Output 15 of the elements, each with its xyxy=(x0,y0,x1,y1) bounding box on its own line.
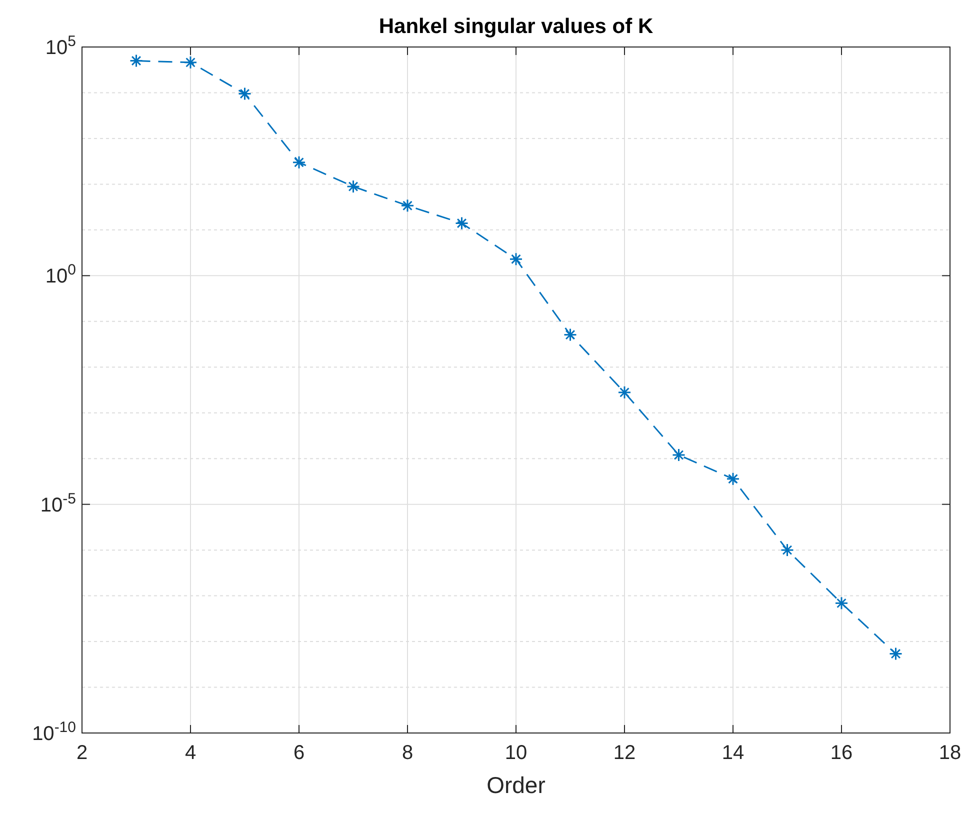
chart-title: Hankel singular values of K xyxy=(378,15,654,38)
x-tick-label: 8 xyxy=(402,742,414,764)
y-tick-label: 10$^{5}$ xyxy=(45,32,76,59)
y-tick-label: 10$^{-10}$ xyxy=(32,718,76,745)
x-axis-title: Order xyxy=(486,772,546,798)
y-tick-label: 10$^{0}$ xyxy=(45,261,76,288)
x-tick-label: 4 xyxy=(184,742,196,764)
x-tick-label: 12 xyxy=(613,742,636,764)
x-tick-label: 18 xyxy=(938,742,962,764)
y-tick-label: 10$^{-5}$ xyxy=(40,490,76,516)
x-tick-label: 16 xyxy=(830,742,853,764)
x-tick-label: 2 xyxy=(76,742,88,764)
x-tick-label: 14 xyxy=(722,742,744,764)
x-tick-label: 10 xyxy=(504,742,528,764)
x-tick-label: 6 xyxy=(293,742,305,764)
